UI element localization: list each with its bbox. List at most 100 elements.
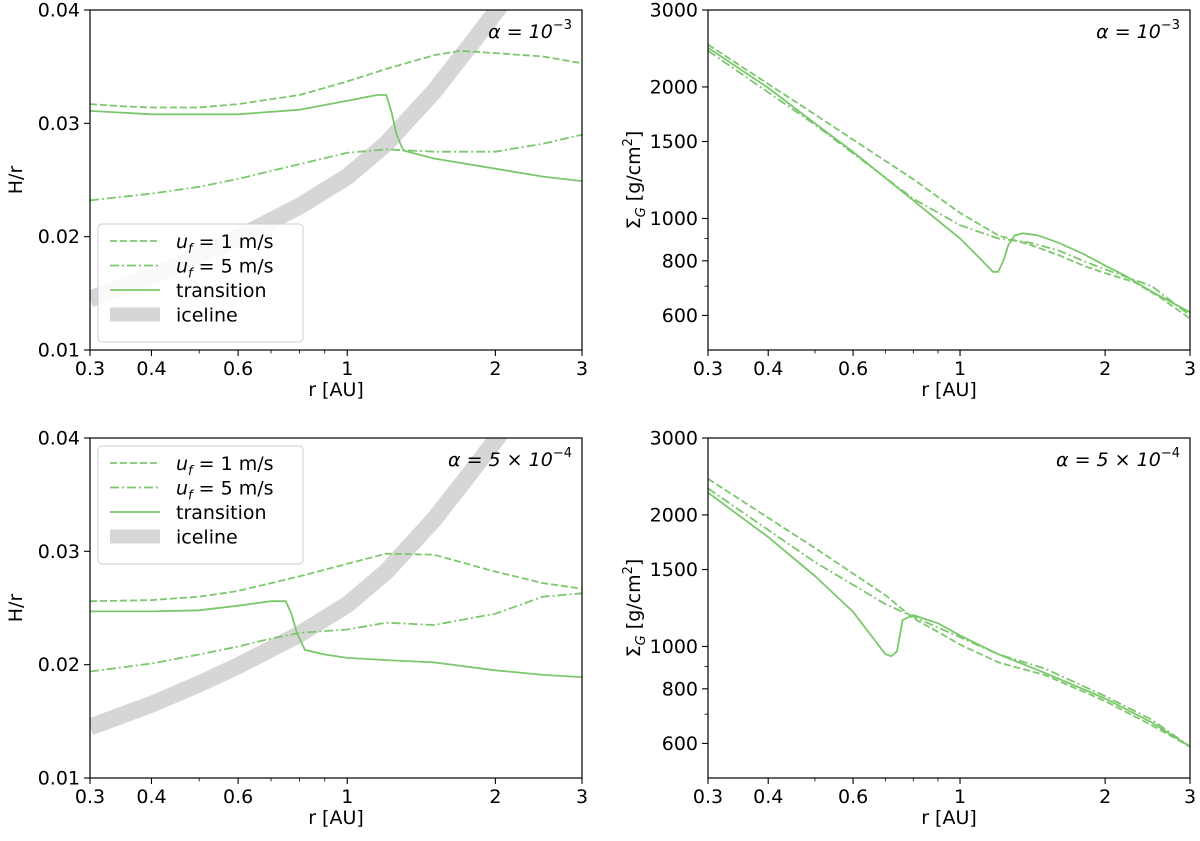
x-tick-label: 3	[576, 786, 588, 808]
y-tick-label: 1000	[650, 208, 698, 230]
legend-label: iceline	[176, 527, 238, 549]
y-label-subscript: G	[634, 635, 649, 645]
x-tick-label: 0.4	[753, 358, 783, 380]
y-label-unit: [g/cm	[623, 146, 645, 207]
x-tick-label: 3	[1184, 786, 1196, 808]
y-tick-label: 600	[662, 305, 698, 327]
chart-panel-3: 0.3 0.4 0.6 1 2 3 0.01 0.02 0.03 0.04 r [AU] H/r α =…	[5, 428, 588, 830]
legend-label: uf = 1 m/s	[176, 231, 274, 257]
y-tick-label: 0.02	[38, 226, 80, 248]
x-axis-label: r [AU]	[921, 807, 977, 829]
legend-label: uf = 1 m/s	[176, 453, 274, 479]
series-solid-line	[90, 94, 582, 182]
y-axis-label: ΣG [g/cm2]	[621, 559, 649, 658]
x-tick-label: 2	[1099, 358, 1111, 380]
x-tick-label: 1	[341, 358, 353, 380]
series-solid-line	[708, 491, 1190, 748]
y-tick-label: 1500	[650, 131, 698, 153]
y-label-symbol: Σ	[623, 645, 645, 657]
chart-panel-4: 0.3 0.4 0.6 1 2 3 600 800 1000 1500 2000 3000 r [AU]…	[621, 428, 1196, 830]
alpha-annotation: α = 5 × 10−4	[448, 446, 572, 471]
legend-label: iceline	[176, 305, 238, 327]
x-tick-label: 0.6	[223, 786, 253, 808]
series-dashed-line	[90, 49, 582, 109]
axes-frame	[89, 437, 583, 779]
x-axis-label: r [AU]	[308, 379, 364, 401]
alpha-exponent: −4	[1161, 446, 1180, 461]
y-label-subscript: G	[634, 207, 649, 217]
x-tick-label: 0.6	[838, 786, 868, 808]
x-tick-label: 1	[954, 358, 966, 380]
axes-frame	[707, 437, 1191, 779]
x-tick-label: 0.4	[136, 786, 166, 808]
x-tick-label: 2	[489, 786, 501, 808]
series-solid-line	[708, 46, 1190, 314]
series-solid-line	[90, 600, 582, 678]
chart-panel-1: 0.3 0.4 0.6 1 2 3 0.01 0.02 0.03 0.04 r [AU] H/r α =…	[5, 0, 588, 401]
axes-frame	[707, 9, 1191, 351]
alpha-exponent: −3	[553, 18, 572, 33]
x-tick-label: 1	[954, 786, 966, 808]
x-tick-label: 0.3	[75, 358, 105, 380]
y-tick-label: 1500	[650, 559, 698, 581]
axes-frame	[89, 9, 583, 351]
y-label-unit-superscript: 2	[621, 566, 636, 574]
legend-label: uf = 5 m/s	[176, 478, 274, 504]
iceline-band	[90, 438, 508, 735]
y-tick-label: 0.01	[38, 340, 80, 362]
alpha-exponent: −4	[553, 446, 572, 461]
x-tick-label: 0.4	[753, 786, 783, 808]
series-dashdot-line	[90, 133, 582, 202]
y-tick-label: 1000	[650, 636, 698, 658]
series-dashdot-line	[708, 50, 1190, 317]
y-tick-label: 2000	[650, 76, 698, 98]
y-tick-label: 3000	[650, 428, 698, 450]
x-tick-label: 2	[489, 358, 501, 380]
y-tick-label: 0.01	[38, 768, 80, 790]
x-axis-label: r [AU]	[921, 379, 977, 401]
y-axis-label: H/r	[5, 166, 27, 195]
y-tick-label: 2000	[650, 504, 698, 526]
legend-label: transition	[176, 280, 267, 302]
series-dashdot-line	[90, 592, 582, 673]
x-tick-label: 0.6	[223, 358, 253, 380]
y-axis-label: H/r	[5, 594, 27, 623]
x-tick-label: 0.3	[75, 786, 105, 808]
y-label-unit: [g/cm	[623, 574, 645, 635]
plot-area	[708, 43, 1190, 320]
y-tick-label: 600	[662, 733, 698, 755]
alpha-annotation: α = 10−3	[488, 18, 572, 43]
x-tick-label: 0.6	[838, 358, 868, 380]
legend-label: transition	[176, 502, 267, 524]
alpha-annotation: α = 5 × 10−4	[1056, 446, 1180, 471]
y-tick-label: 3000	[650, 0, 698, 22]
y-tick-label: 800	[662, 250, 698, 272]
x-tick-label: 2	[1099, 786, 1111, 808]
alpha-annotation: α = 10−3	[1096, 18, 1180, 43]
y-tick-label: 0.04	[38, 428, 80, 450]
x-tick-label: 3	[1184, 358, 1196, 380]
y-tick-label: 800	[662, 678, 698, 700]
y-label-unit-superscript: 2	[621, 138, 636, 146]
alpha-exponent: −3	[1161, 18, 1180, 33]
y-tick-label: 0.03	[38, 113, 80, 135]
y-tick-label: 0.02	[38, 654, 80, 676]
x-tick-label: 0.3	[693, 786, 723, 808]
y-tick-label: 0.03	[38, 541, 80, 563]
x-tick-label: 3	[576, 358, 588, 380]
chart-panel-2: 0.3 0.4 0.6 1 2 3 600 800 1000 1500 2000 3000 r [AU]…	[621, 0, 1196, 401]
plot-area	[90, 438, 582, 735]
x-axis-label: r [AU]	[308, 807, 364, 829]
series-dashed-line	[90, 552, 582, 603]
series-dashed-line	[708, 478, 1190, 748]
plot-area	[708, 478, 1190, 748]
x-tick-label: 0.4	[136, 358, 166, 380]
x-tick-label: 1	[341, 786, 353, 808]
y-label-unit-close: ]	[623, 559, 645, 566]
legend-label: uf = 5 m/s	[176, 256, 274, 282]
y-tick-label: 0.04	[38, 0, 80, 22]
series-dashed-line	[708, 43, 1190, 320]
